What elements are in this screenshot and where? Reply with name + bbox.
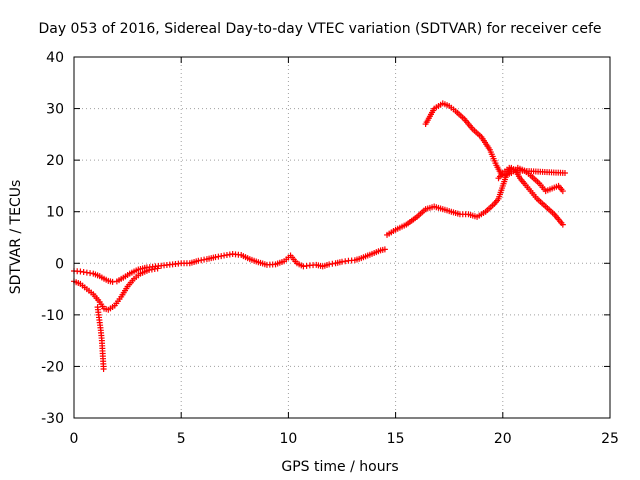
x-axis: 0 5 10 15 20 25 — [70, 57, 619, 447]
data-series-cefe — [71, 100, 568, 373]
data-point — [100, 366, 107, 373]
y-tick-label: -30 — [41, 411, 64, 427]
y-tick-label: -20 — [41, 359, 64, 375]
x-tick-label: 10 — [279, 431, 297, 447]
data-point — [559, 188, 566, 195]
y-tick-label: 10 — [46, 205, 64, 221]
grid — [74, 57, 610, 418]
data-point — [561, 170, 568, 177]
y-tick-label: 40 — [46, 50, 64, 66]
x-tick-label: 15 — [387, 431, 405, 447]
chart-title: Day 053 of 2016, Sidereal Day-to-day VTE… — [38, 21, 601, 37]
x-tick-label: 5 — [177, 431, 186, 447]
x-axis-label: GPS time / hours — [281, 459, 398, 475]
y-axis: -30 -20 -10 0 10 20 30 40 — [41, 50, 610, 427]
x-tick-label: 20 — [494, 431, 512, 447]
x-tick-label: 0 — [70, 431, 79, 447]
y-tick-label: 0 — [55, 256, 64, 272]
y-axis-label: SDTVAR / TECUs — [8, 180, 24, 295]
y-tick-label: -10 — [41, 308, 64, 324]
y-tick-label: 20 — [46, 153, 64, 169]
plot-frame — [73, 56, 611, 419]
data-point — [381, 246, 388, 253]
y-tick-label: 30 — [46, 102, 64, 118]
x-tick-label: 25 — [601, 431, 619, 447]
data-point — [559, 221, 566, 228]
data-point — [154, 265, 161, 272]
